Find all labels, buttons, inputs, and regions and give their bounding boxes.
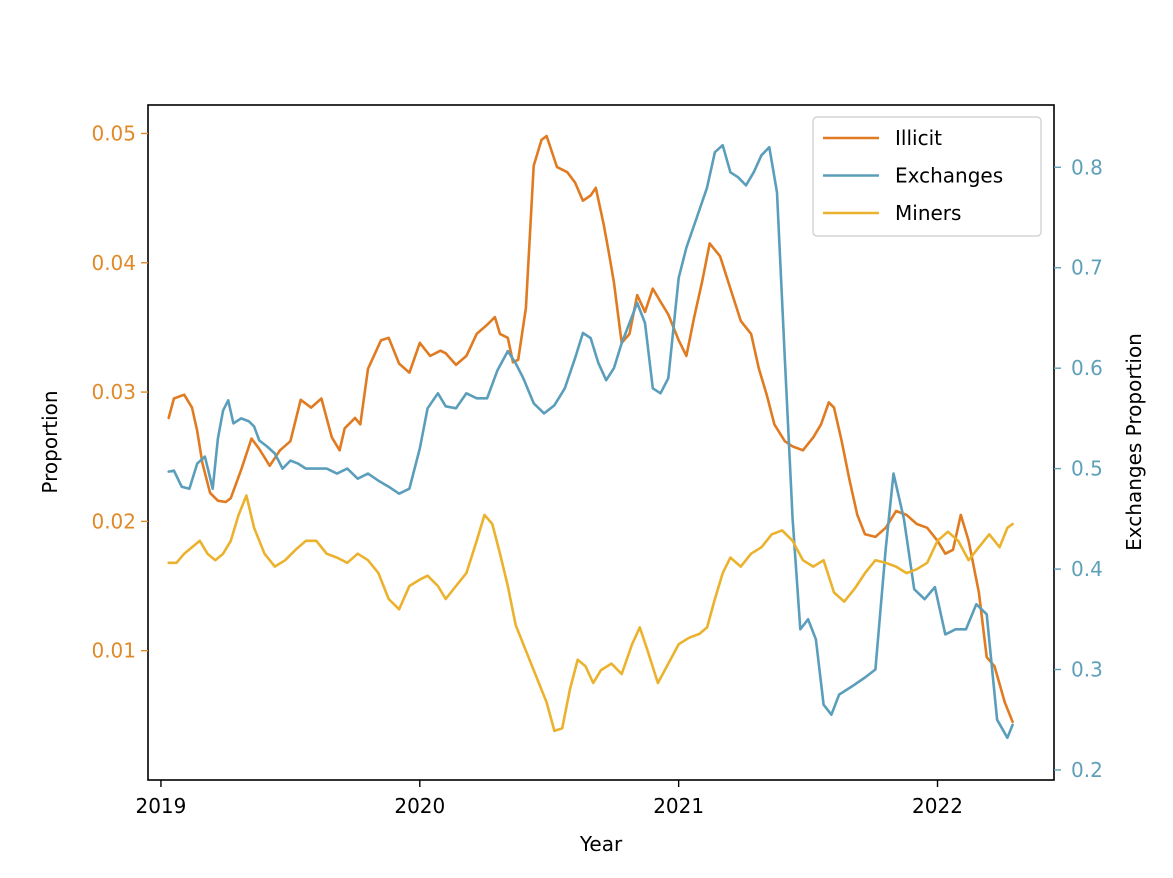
left-y-tick-label: 0.04 xyxy=(91,251,136,275)
right-y-axis-label: Exchanges Proportion xyxy=(1122,333,1146,551)
left-y-tick-label: 0.01 xyxy=(91,639,136,663)
legend-label-exchanges: Exchanges xyxy=(895,164,1003,188)
series-line-miners xyxy=(167,494,1014,733)
right-y-tick-label: 0.8 xyxy=(1071,155,1103,179)
left-y-tick-label: 0.05 xyxy=(91,121,136,145)
x-tick-label: 2020 xyxy=(394,794,445,818)
series-line-illicit xyxy=(167,134,1014,724)
series-layer xyxy=(167,134,1014,740)
right-y-tick-label: 0.4 xyxy=(1071,557,1103,581)
plot-frame xyxy=(147,104,1055,781)
x-axis-label: Year xyxy=(579,832,623,856)
left-y-tick-label: 0.02 xyxy=(91,509,136,533)
right-y-tick-label: 0.2 xyxy=(1071,758,1103,782)
legend-items: Illicit Exchanges Miners xyxy=(823,126,1003,225)
right-y-tick-label: 0.7 xyxy=(1071,256,1103,280)
x-tick-label: 2021 xyxy=(653,794,704,818)
legend: Illicit Exchanges Miners xyxy=(812,116,1042,237)
legend-label-miners: Miners xyxy=(895,201,961,225)
right-y-tick-label: 0.3 xyxy=(1071,658,1103,682)
left-y-tick-label: 0.03 xyxy=(91,380,136,404)
x-axis-ticks: 2019 2020 2021 2022 xyxy=(135,780,963,818)
right-y-tick-label: 0.5 xyxy=(1071,457,1103,481)
right-y-tick-label: 0.6 xyxy=(1071,356,1103,380)
left-y-axis-label: Proportion xyxy=(38,390,62,493)
series-line-exchanges xyxy=(167,143,1014,740)
legend-box xyxy=(812,116,1042,237)
left-y-axis-ticks: 0.01 0.02 0.03 0.04 0.05 xyxy=(91,121,148,663)
x-tick-label: 2022 xyxy=(912,794,963,818)
legend-label-illicit: Illicit xyxy=(895,126,942,150)
x-tick-label: 2019 xyxy=(135,794,186,818)
right-y-axis-ticks: 0.2 0.3 0.4 0.5 0.6 0.7 0.8 xyxy=(1054,155,1103,782)
